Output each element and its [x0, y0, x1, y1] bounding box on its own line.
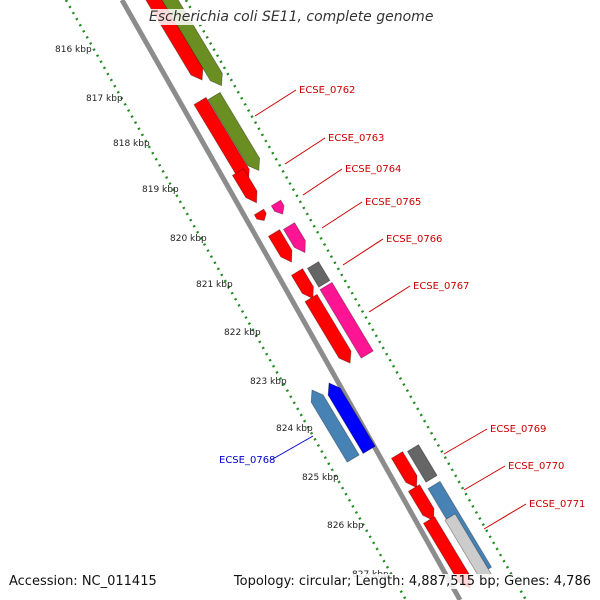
kbp-tick-label: 825 kbp — [302, 473, 339, 483]
gene-magenta-2 — [282, 222, 306, 254]
gene-label-layer: ECSE_0762 ECSE_0763 ECSE_0764 ECSE_0765 ECSE… — [219, 85, 585, 530]
kbp-tick-label: 821 kbp — [196, 280, 233, 290]
gene-label: ECSE_0769 — [490, 424, 546, 435]
label-leader-line — [321, 201, 363, 229]
gene-red-8 — [390, 451, 418, 489]
label-leader-line — [443, 428, 488, 455]
gene-steel-1 — [310, 389, 360, 463]
scale-dot-tracks — [64, 0, 528, 600]
gene-label: ECSE_0770 — [508, 461, 564, 472]
kbp-tick-label: 816 kbp — [55, 45, 92, 55]
gene-red-6 — [290, 268, 314, 300]
gene-red-9 — [407, 484, 435, 522]
kbp-tick-label: 818 kbp — [113, 139, 150, 149]
label-leader-line — [342, 238, 384, 266]
label-leader-line — [483, 503, 527, 530]
dotted-track-left — [64, 0, 408, 600]
kbp-tick-label: 817 kbp — [86, 94, 123, 104]
kbp-tick-label: 823 kbp — [250, 377, 287, 387]
gene-red-7 — [304, 293, 352, 364]
label-leader-line — [284, 137, 326, 165]
kbp-tick-label: 824 kbp — [276, 424, 313, 434]
gene-red-2 — [193, 96, 250, 183]
gene-magenta-1 — [270, 199, 285, 215]
gene-gray-1 — [306, 261, 331, 288]
kbp-tick-label: 819 kbp — [142, 185, 179, 195]
kbp-scale: 816 kbp 817 kbp 818 kbp 819 kbp 820 kbp 821 k… — [55, 45, 389, 580]
map-title: Escherichia coli SE11, complete genome — [147, 9, 436, 25]
gene-label: ECSE_0763 — [328, 133, 384, 144]
gene-label: ECSE_0765 — [365, 197, 421, 208]
accession-text: Accession: NC_011415 — [9, 574, 157, 589]
gene-label: ECSE_0768 — [219, 455, 275, 466]
gene-red-4 — [253, 208, 267, 222]
gene-label: ECSE_0764 — [345, 164, 401, 175]
genome-summary-text: Topology: circular; Length: 4,887,515 bp… — [233, 574, 591, 589]
kbp-tick-label: 822 kbp — [224, 328, 261, 338]
gene-red-5 — [267, 229, 293, 263]
label-leader-line — [254, 89, 297, 117]
gene-blue-1 — [327, 382, 376, 454]
genome-backbone — [119, 0, 463, 600]
gene-olive-2 — [207, 91, 261, 172]
gene-label: ECSE_0771 — [529, 499, 585, 510]
gene-red-3 — [231, 168, 258, 204]
label-leader-line — [463, 465, 506, 491]
gene-features — [145, 0, 493, 590]
dotted-track-right — [184, 0, 528, 600]
gene-lightgray-1 — [444, 513, 492, 581]
gene-label: ECSE_0767 — [413, 281, 469, 292]
gene-label: ECSE_0762 — [299, 85, 355, 96]
gene-gray-2 — [406, 444, 438, 483]
label-leader-line — [368, 285, 411, 313]
gene-magenta-3 — [319, 281, 374, 359]
backbone-line — [119, 0, 463, 600]
label-leader-line — [302, 168, 343, 196]
label-leader-line — [270, 435, 314, 461]
gene-label: ECSE_0766 — [386, 234, 442, 245]
kbp-tick-label: 820 kbp — [170, 234, 207, 244]
kbp-tick-label: 826 kbp — [327, 521, 364, 531]
